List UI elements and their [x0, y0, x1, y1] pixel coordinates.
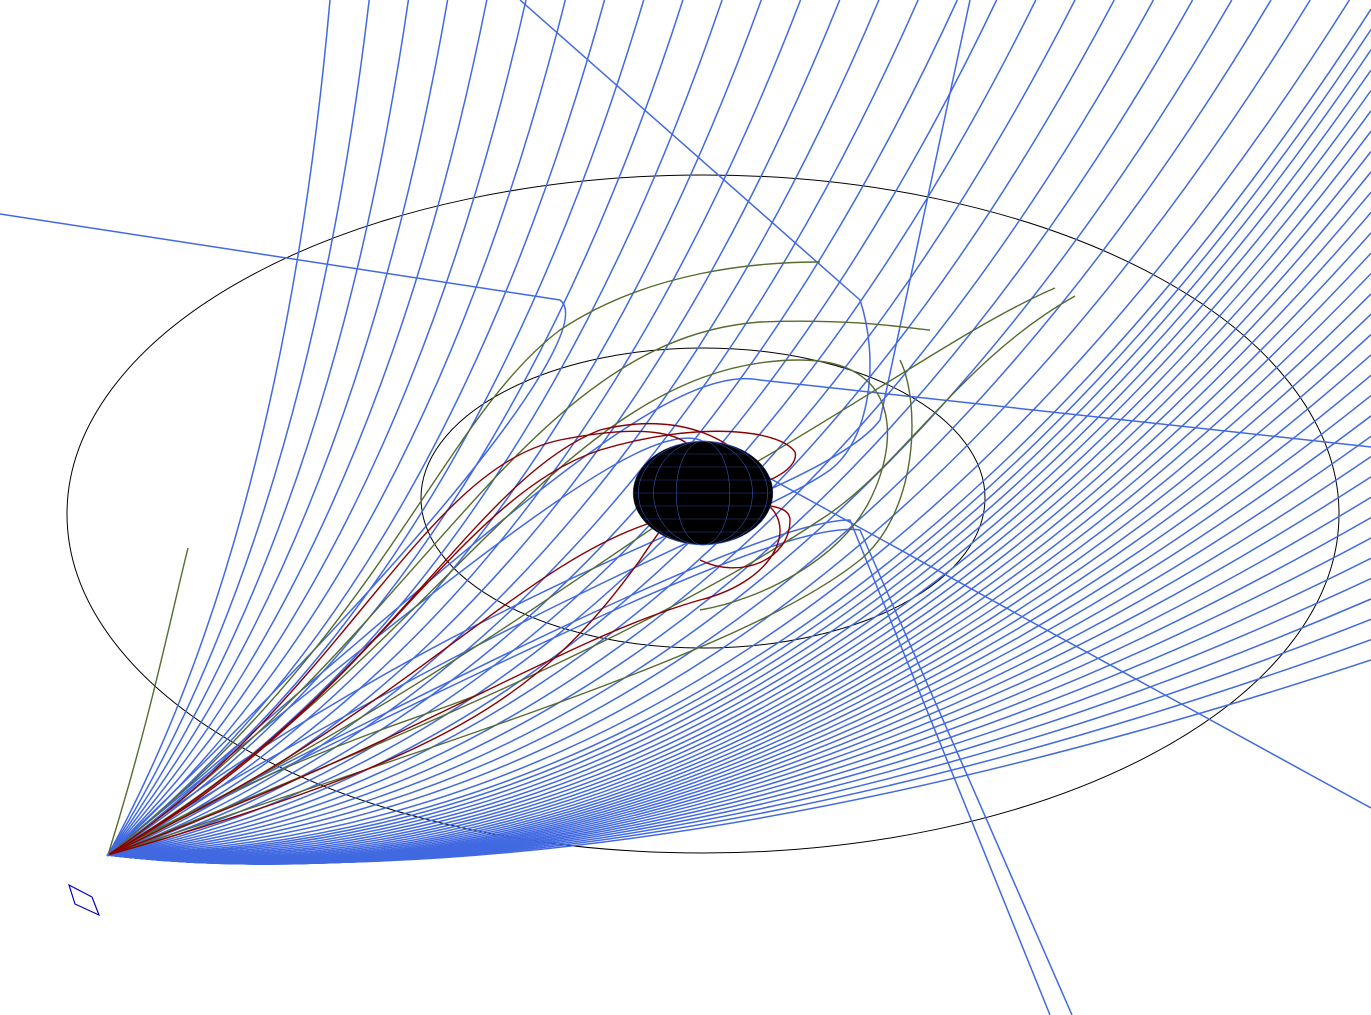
escaping-ray	[107, 0, 1155, 856]
escaping-ray	[107, 212, 1371, 860]
escaping-ray	[107, 0, 998, 856]
escaping-ray	[107, 0, 802, 856]
deflected-ray	[107, 0, 971, 856]
escaping-ray	[107, 69, 1371, 856]
escaping-ray	[107, 252, 1371, 862]
observer-point	[106, 853, 110, 857]
escaping-ray	[107, 0, 1076, 856]
escaping-ray	[107, 8, 1371, 856]
escaping-ray	[107, 0, 488, 856]
marginal-ray	[107, 359, 913, 856]
marginal-ray	[107, 547, 189, 856]
escaping-ray	[107, 0, 567, 856]
marginal-ray	[107, 320, 931, 856]
escaping-ray	[107, 659, 1371, 864]
escaping-ray	[107, 130, 1371, 858]
captured-ray	[107, 499, 781, 856]
escaping-ray	[107, 171, 1371, 859]
horizon-mesh	[632, 440, 774, 546]
escaping-ray	[107, 0, 919, 856]
escaping-ray	[107, 0, 1115, 856]
escaping-ray	[107, 151, 1371, 858]
camera-plane-icon	[67, 883, 101, 917]
marginal-rays	[107, 261, 1076, 856]
escaping-ray	[107, 0, 410, 856]
captured-ray	[107, 422, 761, 856]
escaping-ray	[107, 0, 1233, 856]
escaping-ray	[107, 0, 958, 856]
escaping-ray	[107, 0, 370, 856]
escaping-ray	[107, 0, 1351, 856]
marginal-ray	[107, 261, 821, 856]
deflected-ray	[0, 213, 567, 856]
escaping-ray	[107, 0, 606, 856]
inner-reference-ring	[420, 347, 986, 649]
deflected-ray	[107, 528, 1073, 1015]
escaping-ray	[107, 313, 1371, 863]
escaping-ray	[107, 0, 1272, 856]
escaping-ray	[107, 0, 880, 856]
captured-ray	[107, 430, 796, 856]
marginal-ray	[107, 295, 1076, 856]
escaping-ray	[107, 293, 1371, 863]
escaping-ray	[107, 90, 1371, 857]
escaping-ray	[107, 0, 1311, 856]
marginal-ray	[107, 359, 889, 856]
escaping-ray	[107, 0, 449, 856]
outer-reference-ring	[66, 174, 1340, 854]
escaping-ray	[107, 232, 1371, 861]
marginal-ray	[107, 691, 485, 856]
escaping-ray	[107, 0, 1194, 856]
deflected-ray	[107, 519, 1051, 1015]
escaping-ray	[107, 191, 1371, 860]
escaping-ray	[107, 0, 331, 856]
escaping-ray	[107, 273, 1371, 862]
escaping-ray	[107, 29, 1371, 856]
escaping-ray	[107, 110, 1371, 857]
escaping-ray	[107, 0, 763, 856]
black-hole	[632, 440, 774, 546]
escaping-ray	[107, 0, 684, 856]
escaping-ray	[107, 49, 1371, 856]
escaping-ray	[107, 0, 527, 856]
